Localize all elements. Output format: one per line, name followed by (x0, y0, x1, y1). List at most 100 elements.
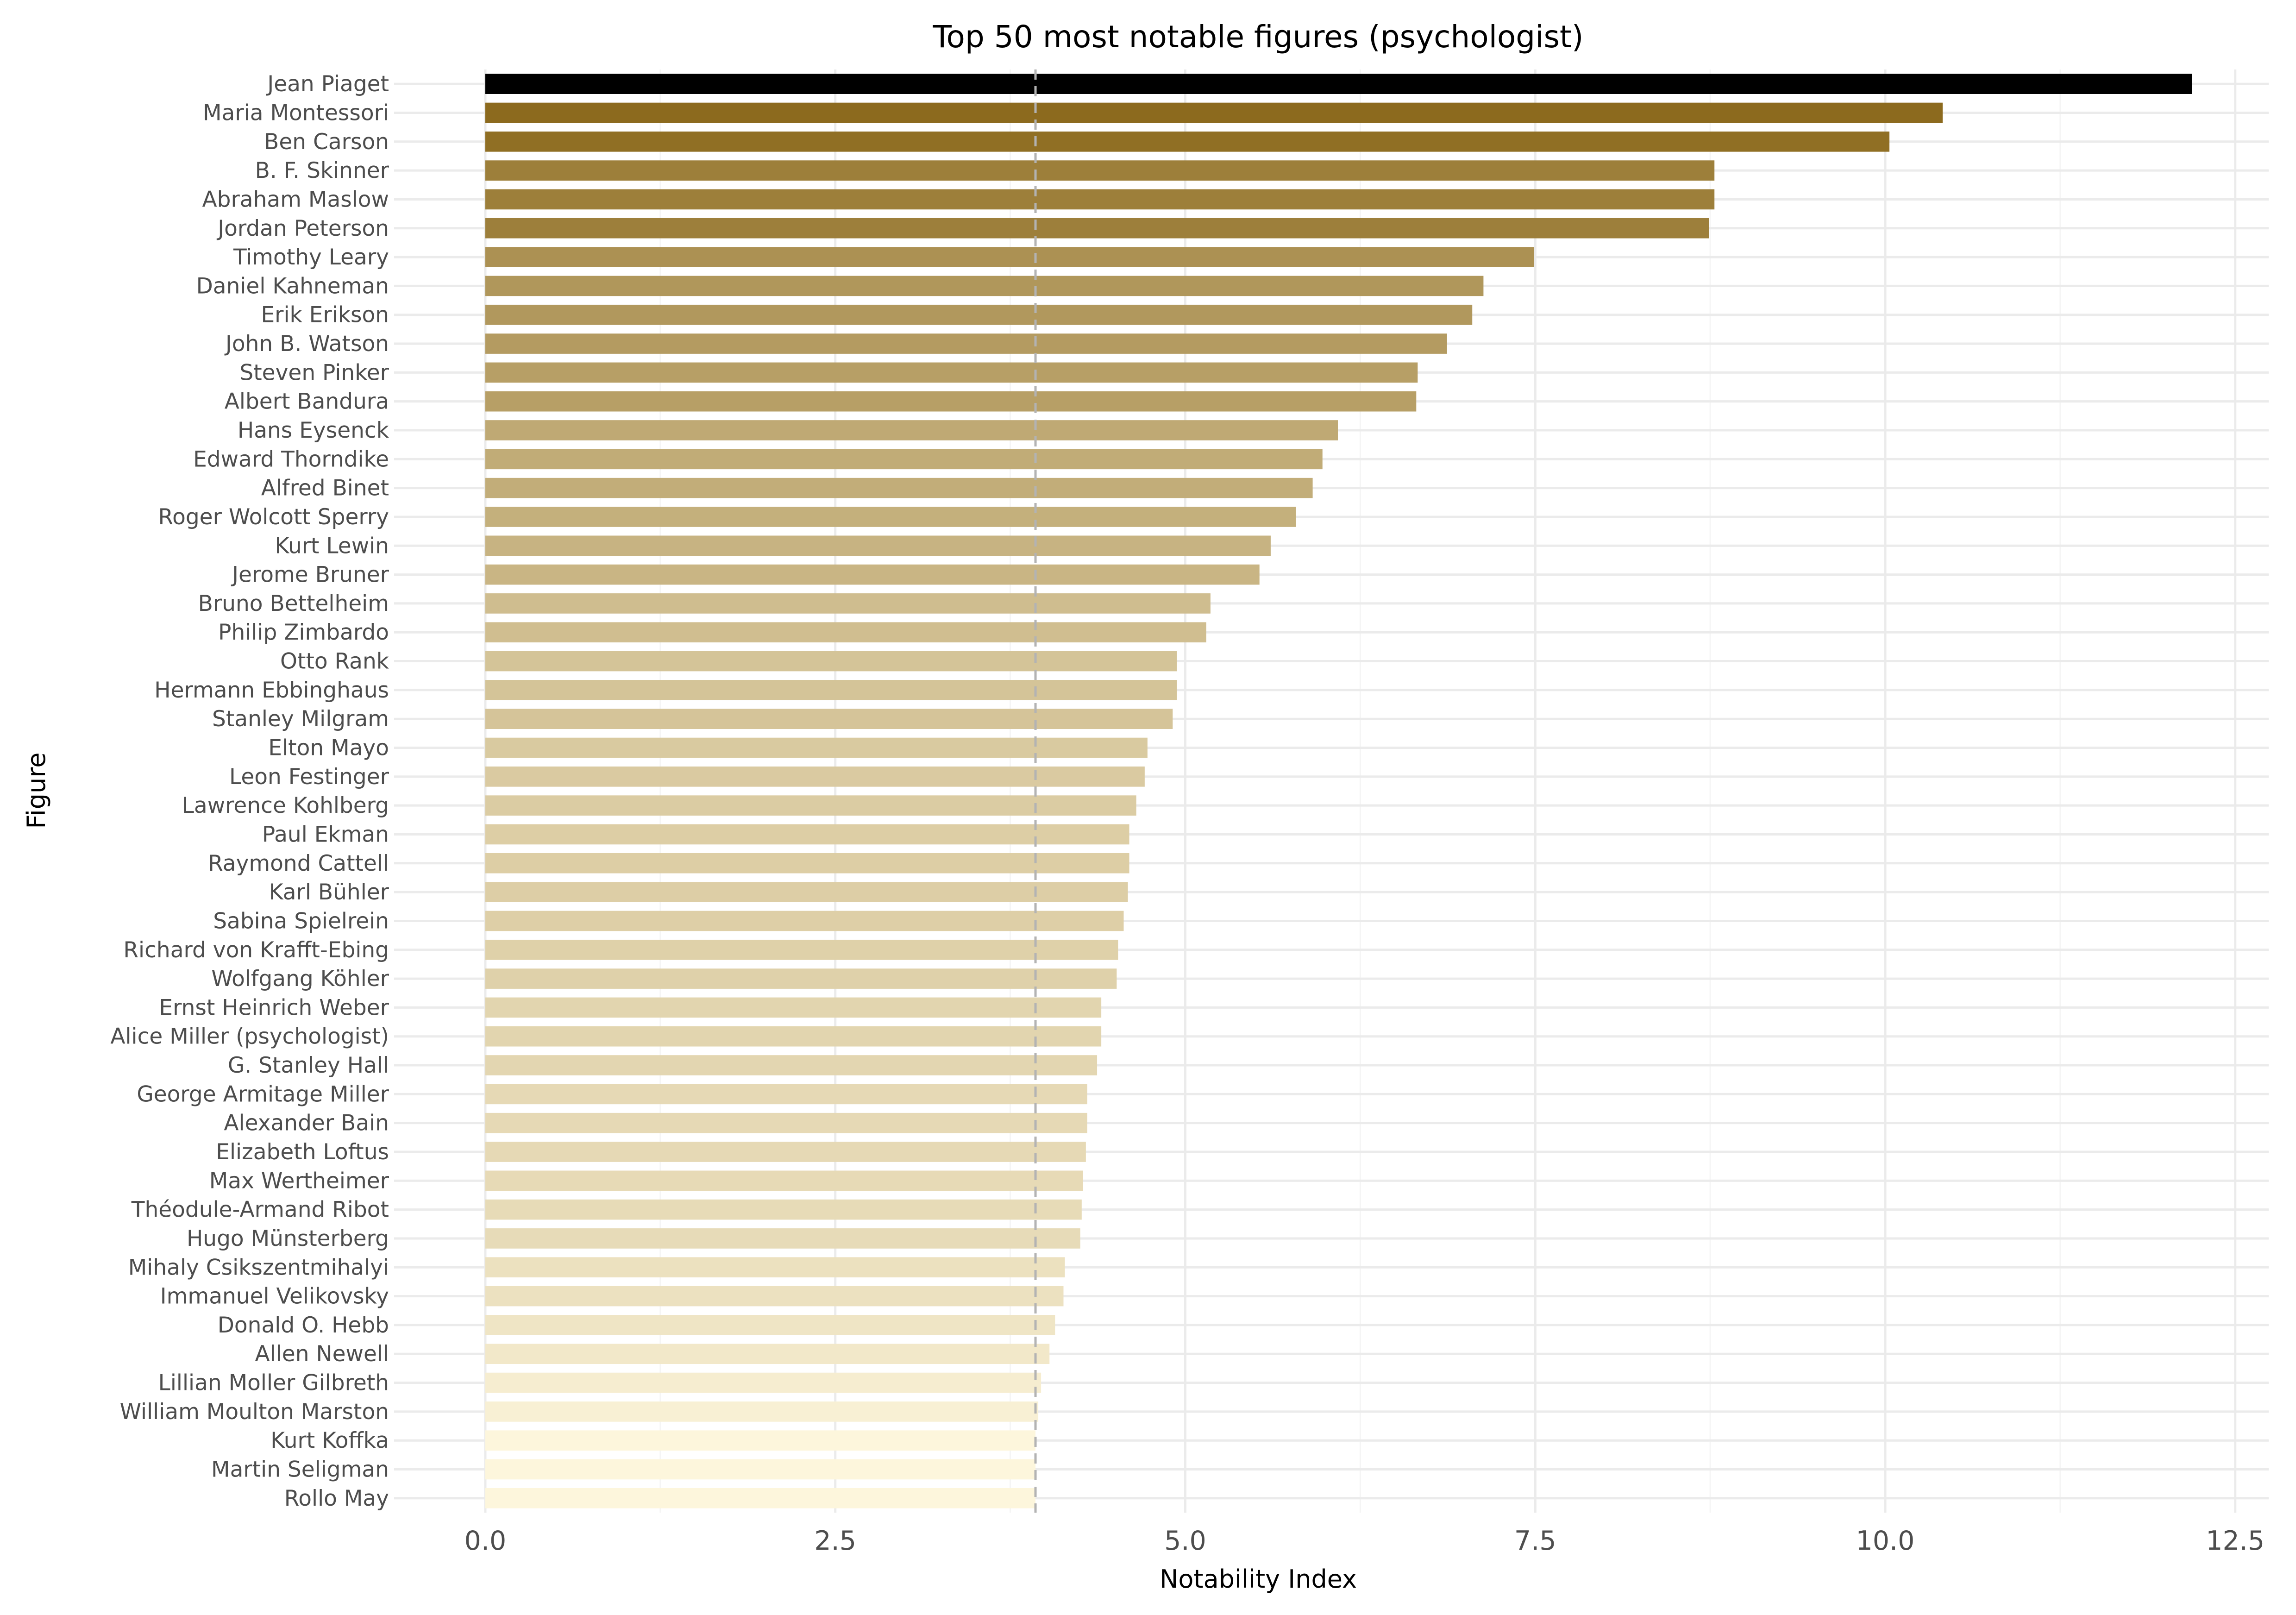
y-tick-label: Rollo May (284, 1486, 389, 1511)
bar (485, 1372, 1041, 1393)
bar (485, 1199, 1082, 1220)
x-axis-title: Notability Index (1160, 1565, 1357, 1594)
bar (485, 333, 1447, 354)
x-tick-label: 10.0 (1856, 1526, 1915, 1556)
bar (485, 911, 1124, 931)
y-tick-label: Erik Erikson (261, 302, 389, 328)
y-tick-label: Raymond Cattell (208, 851, 389, 876)
y-tick-label: Leon Festinger (229, 764, 389, 790)
bar (485, 680, 1177, 700)
y-tick-label: Lawrence Kohlberg (182, 793, 389, 818)
bar (485, 1488, 1036, 1508)
bar (485, 1430, 1036, 1451)
bar (485, 1344, 1050, 1364)
y-tick-label: Martin Seligman (211, 1457, 389, 1483)
y-tick-label: Richard von Krafft-Ebing (123, 937, 389, 963)
bar (485, 420, 1338, 440)
bar (485, 1170, 1083, 1191)
bar (485, 767, 1145, 787)
y-axis-title: Figure (22, 753, 51, 829)
x-tick-label: 5.0 (1164, 1526, 1206, 1556)
y-tick-label: Abraham Maslow (202, 187, 389, 212)
y-tick-labels: Jean Piaget Maria Montessori Ben Carson B. … (110, 71, 389, 1511)
bar (485, 1026, 1102, 1047)
y-tick-label: Wolfgang Köhler (211, 966, 389, 992)
bar (485, 622, 1206, 643)
y-tick-label: Alexander Bain (224, 1111, 389, 1136)
bar (485, 247, 1534, 267)
bar (485, 535, 1271, 556)
bar (485, 102, 1943, 123)
bar (485, 362, 1418, 383)
bar (485, 824, 1129, 845)
y-tick-label: Steven Pinker (239, 360, 389, 385)
y-tick-label: Bruno Bettelheim (198, 591, 389, 616)
y-tick-label: Ernst Heinrich Weber (159, 995, 389, 1020)
x-tick-label: 2.5 (814, 1526, 856, 1556)
bar (485, 1401, 1039, 1422)
y-tick-label: Immanuel Velikovsky (160, 1284, 389, 1309)
bar (485, 507, 1296, 527)
y-tick-label: Roger Wolcott Sperry (158, 504, 389, 530)
x-tick-label: 7.5 (1514, 1526, 1556, 1556)
y-tick-label: Stanley Milgram (212, 706, 389, 732)
y-tick-label: Théodule-Armand Ribot (131, 1197, 389, 1223)
y-tick-label: Karl Bühler (269, 880, 389, 905)
bar (485, 651, 1177, 672)
y-tick-label: B. F. Skinner (255, 158, 389, 183)
bar (485, 1142, 1086, 1162)
y-tick-label: Mihaly Csikszentmihalyi (128, 1255, 389, 1280)
bar (485, 189, 1715, 210)
y-tick-label: Jean Piaget (266, 71, 389, 97)
y-tick-label: Jerome Bruner (231, 562, 389, 588)
bar (485, 1084, 1087, 1105)
y-tick-label: Allen Newell (255, 1341, 389, 1367)
y-tick-label: Daniel Kahneman (196, 273, 389, 299)
bar (485, 74, 2192, 94)
y-tick-label: George Armitage Miller (137, 1081, 389, 1107)
y-tick-label: Lillian Moller Gilbreth (158, 1370, 389, 1396)
bar (485, 564, 1260, 585)
bar (485, 593, 1211, 614)
x-tick-label: 0.0 (464, 1526, 507, 1556)
bar (485, 160, 1715, 181)
bar (485, 997, 1102, 1018)
bar (485, 276, 1484, 296)
y-tick-label: Sabina Spielrein (213, 908, 389, 934)
chart-title: Top 50 most notable figures (psychologis… (932, 19, 1583, 55)
bar (485, 795, 1136, 816)
y-tick-label: Alfred Binet (261, 476, 389, 501)
y-tick-label: William Moulton Marston (120, 1399, 389, 1425)
x-tick-label: 12.5 (2206, 1526, 2265, 1556)
y-tick-label: Elizabeth Loftus (216, 1139, 389, 1165)
y-tick-label: Elton Mayo (268, 735, 389, 761)
bar (485, 1315, 1055, 1335)
y-tick-label: Kurt Lewin (275, 533, 389, 559)
y-tick-label: Hans Eysenck (238, 418, 389, 443)
y-tick-label: Alice Miller (psychologist) (110, 1024, 389, 1049)
bars (485, 74, 2192, 1508)
y-tick-label: Paul Ekman (262, 822, 389, 847)
bar (485, 449, 1323, 470)
y-tick-label: Philip Zimbardo (218, 620, 389, 645)
y-tick-label: Kurt Koffka (270, 1428, 389, 1453)
y-tick-label: Ben Carson (264, 129, 389, 155)
y-tick-label: Hugo Münsterberg (187, 1226, 389, 1251)
y-tick-label: Max Wertheimer (209, 1168, 389, 1194)
bar (485, 709, 1173, 729)
bar (485, 737, 1148, 758)
bar (485, 218, 1709, 239)
y-tick-label: G. Stanley Hall (228, 1053, 389, 1078)
bar (485, 1055, 1098, 1075)
bar (485, 478, 1313, 498)
bar (485, 939, 1118, 960)
y-tick-label: Maria Montessori (203, 100, 389, 126)
bar (485, 853, 1129, 873)
bar (485, 968, 1117, 989)
y-tick-label: Albert Bandura (225, 389, 389, 415)
bar (485, 1112, 1087, 1133)
y-tick-label: Edward Thorndike (193, 446, 389, 472)
y-tick-label: Donald O. Hebb (218, 1313, 389, 1338)
bar (485, 391, 1417, 412)
